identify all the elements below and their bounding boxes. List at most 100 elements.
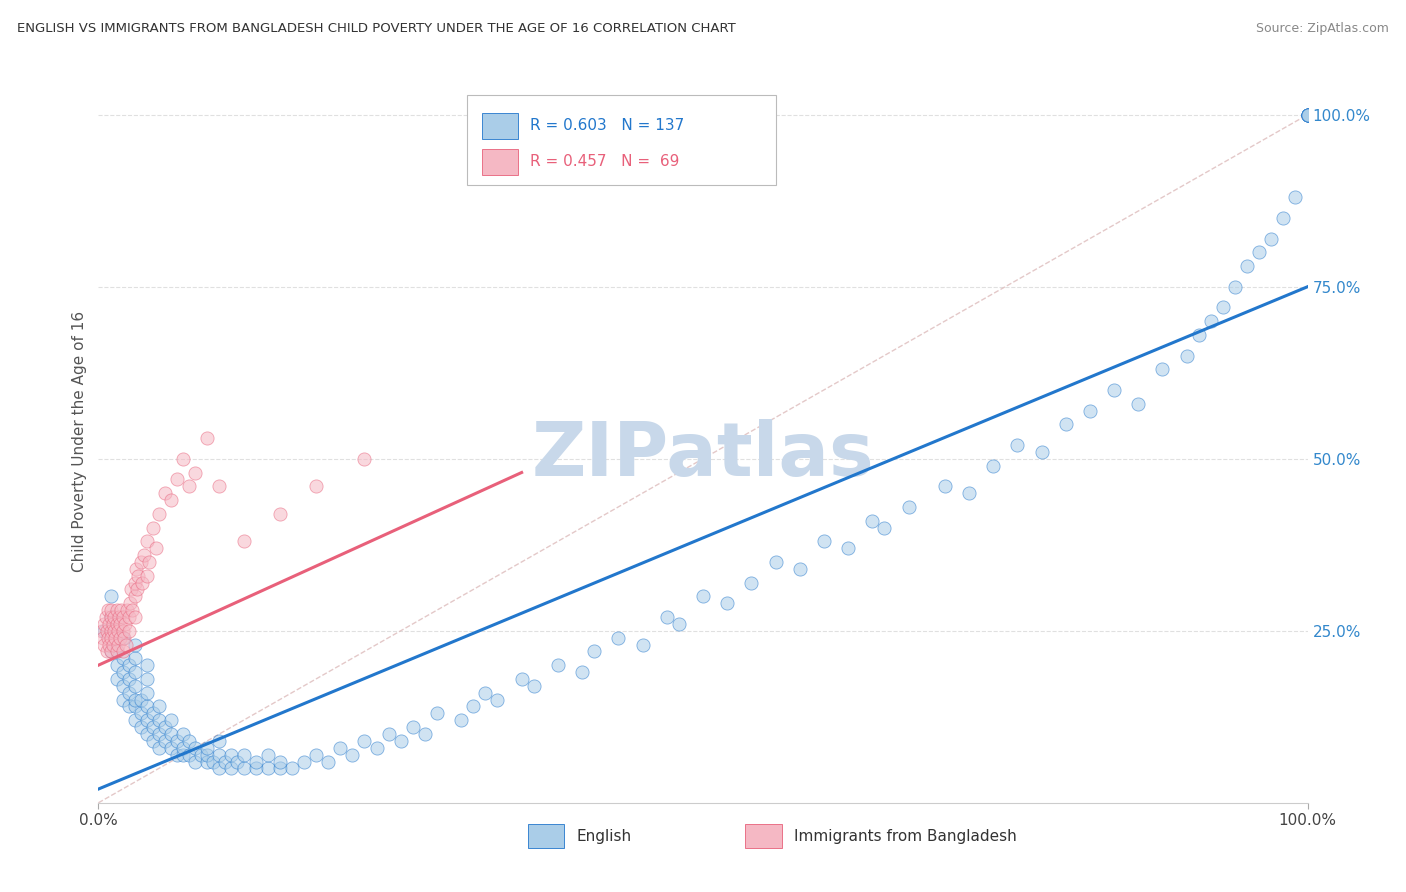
Point	[118, 699, 141, 714]
Point	[135, 727, 157, 741]
Point	[117, 603, 139, 617]
Point	[115, 638, 138, 652]
Point	[124, 692, 146, 706]
Point	[860, 514, 883, 528]
Point	[111, 692, 134, 706]
Point	[1296, 108, 1319, 122]
Point	[129, 692, 152, 706]
Point	[463, 699, 485, 714]
Point	[135, 534, 157, 549]
Point	[166, 747, 188, 762]
Point	[1249, 245, 1271, 260]
Point	[1296, 108, 1319, 122]
Point	[281, 761, 304, 775]
Point	[226, 755, 249, 769]
Point	[98, 638, 121, 652]
Point	[1031, 445, 1053, 459]
Point	[765, 555, 787, 569]
Point	[1054, 417, 1077, 432]
Point	[740, 575, 762, 590]
Point	[813, 534, 835, 549]
Point	[305, 479, 328, 493]
Point	[127, 568, 149, 582]
Point	[148, 699, 170, 714]
Point	[179, 734, 201, 748]
Point	[111, 679, 134, 693]
Bar	[527, 823, 564, 847]
Point	[134, 548, 156, 562]
Point	[135, 672, 157, 686]
Point	[160, 713, 183, 727]
Point	[232, 761, 254, 775]
Text: ENGLISH VS IMMIGRANTS FROM BANGLADESH CHILD POVERTY UNDER THE AGE OF 16 CORRELAT: ENGLISH VS IMMIGRANTS FROM BANGLADESH CH…	[17, 22, 735, 36]
Point	[114, 616, 136, 631]
Point	[100, 610, 122, 624]
Point	[245, 761, 267, 775]
Point	[1296, 108, 1319, 122]
Point	[135, 658, 157, 673]
Point	[692, 590, 714, 604]
Point	[1296, 108, 1319, 122]
Point	[269, 761, 291, 775]
Point	[101, 638, 124, 652]
Point	[1296, 108, 1319, 122]
Point	[129, 720, 152, 734]
Point	[232, 747, 254, 762]
Point	[107, 638, 129, 652]
Bar	[745, 823, 782, 847]
Point	[1212, 301, 1234, 315]
Point	[1260, 231, 1282, 245]
Point	[97, 631, 120, 645]
Point	[111, 631, 134, 645]
Point	[105, 672, 128, 686]
Point	[195, 431, 218, 445]
Point	[100, 590, 122, 604]
Point	[127, 582, 149, 597]
Point	[172, 727, 194, 741]
Point	[547, 658, 569, 673]
Point	[523, 679, 546, 693]
Point	[389, 734, 412, 748]
Point	[124, 713, 146, 727]
Point	[166, 472, 188, 486]
Point	[934, 479, 956, 493]
Point	[208, 479, 231, 493]
Point	[377, 727, 399, 741]
Point	[142, 520, 165, 534]
Point	[607, 631, 630, 645]
Point	[1272, 211, 1295, 225]
Point	[91, 624, 114, 638]
Point	[486, 692, 509, 706]
Point	[131, 575, 153, 590]
Point	[105, 644, 128, 658]
Point	[184, 755, 207, 769]
Point	[111, 624, 134, 638]
Point	[208, 734, 231, 748]
Text: Immigrants from Bangladesh: Immigrants from Bangladesh	[794, 829, 1017, 844]
Point	[160, 727, 183, 741]
Point	[118, 672, 141, 686]
Point	[426, 706, 449, 721]
Point	[402, 720, 425, 734]
Point	[111, 651, 134, 665]
Point	[124, 590, 146, 604]
Point	[105, 616, 128, 631]
Point	[124, 679, 146, 693]
Point	[124, 665, 146, 679]
Point	[837, 541, 859, 556]
Point	[93, 638, 115, 652]
Point	[124, 699, 146, 714]
Point	[120, 582, 142, 597]
Point	[97, 603, 120, 617]
Point	[716, 596, 738, 610]
Point	[873, 520, 896, 534]
Point	[172, 451, 194, 466]
Point	[195, 755, 218, 769]
Point	[148, 740, 170, 755]
Bar	[482, 112, 517, 139]
Point	[172, 747, 194, 762]
Point	[108, 610, 131, 624]
Point	[1152, 362, 1174, 376]
Point	[110, 603, 132, 617]
Point	[221, 761, 243, 775]
